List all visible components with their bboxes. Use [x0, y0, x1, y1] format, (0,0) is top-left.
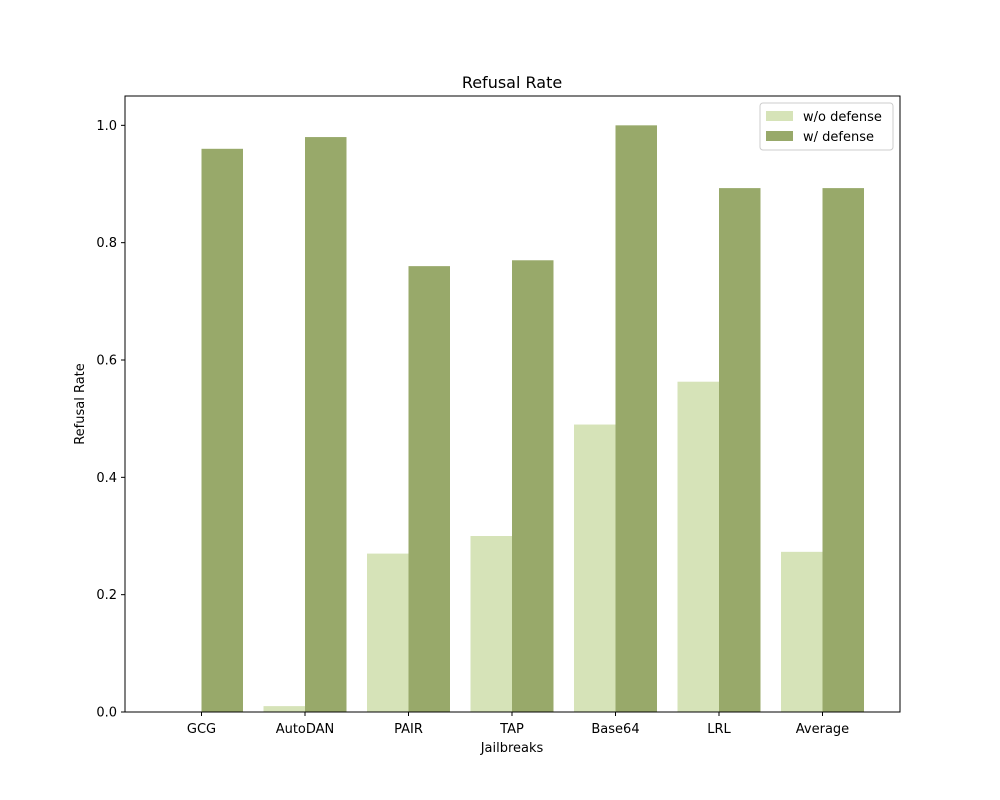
chart-title: Refusal Rate [462, 73, 562, 92]
bar-without-defense-average [781, 551, 823, 712]
bar-with-defense-tap [512, 260, 554, 712]
bar-with-defense-base64 [615, 125, 657, 713]
y-axis-label: Refusal Rate [73, 363, 88, 445]
x-tick-label-average: Average [796, 722, 849, 737]
legend-swatch-without-defense [766, 111, 793, 121]
x-tick-label-gcg: GCG [187, 722, 216, 737]
y-axis: 0.0 0.2 0.4 0.6 0.8 1.0 [96, 119, 125, 721]
y-tick-label: 1.0 [96, 119, 117, 134]
x-tick-label-base64: Base64 [591, 722, 639, 737]
bar-with-defense-autodan [305, 137, 347, 713]
y-tick-label: 0.4 [96, 471, 117, 486]
bar-without-defense-lrl [677, 381, 719, 712]
y-tick-label: 0.6 [96, 354, 117, 369]
legend-swatch-with-defense [766, 131, 793, 141]
bars-group [201, 125, 864, 713]
x-axis: GCG AutoDAN PAIR TAP Base64 LRL Average [187, 712, 849, 737]
y-tick-label: 0.2 [96, 588, 117, 603]
x-tick-label-pair: PAIR [394, 722, 423, 737]
legend-label-without-defense: w/o defense [803, 110, 882, 125]
bar-without-defense-tap [470, 536, 512, 712]
bar-without-defense-base64 [574, 424, 616, 712]
legend-label-with-defense: w/ defense [803, 130, 874, 145]
x-axis-label: Jailbreaks [480, 741, 544, 756]
x-tick-label-lrl: LRL [707, 722, 731, 737]
bar-with-defense-gcg [201, 148, 243, 713]
x-tick-label-tap: TAP [499, 722, 524, 737]
bar-without-defense-autodan [263, 706, 305, 712]
y-tick-label: 0.0 [96, 706, 117, 721]
legend: w/o defense w/ defense [759, 102, 894, 151]
bar-without-defense-pair [367, 553, 409, 712]
legend-frame [759, 102, 894, 151]
y-tick-label: 0.8 [96, 236, 117, 251]
bar-with-defense-average [822, 188, 864, 712]
bar-with-defense-pair [408, 266, 450, 712]
x-tick-label-autodan: AutoDAN [276, 722, 335, 737]
bar-with-defense-lrl [719, 188, 761, 712]
